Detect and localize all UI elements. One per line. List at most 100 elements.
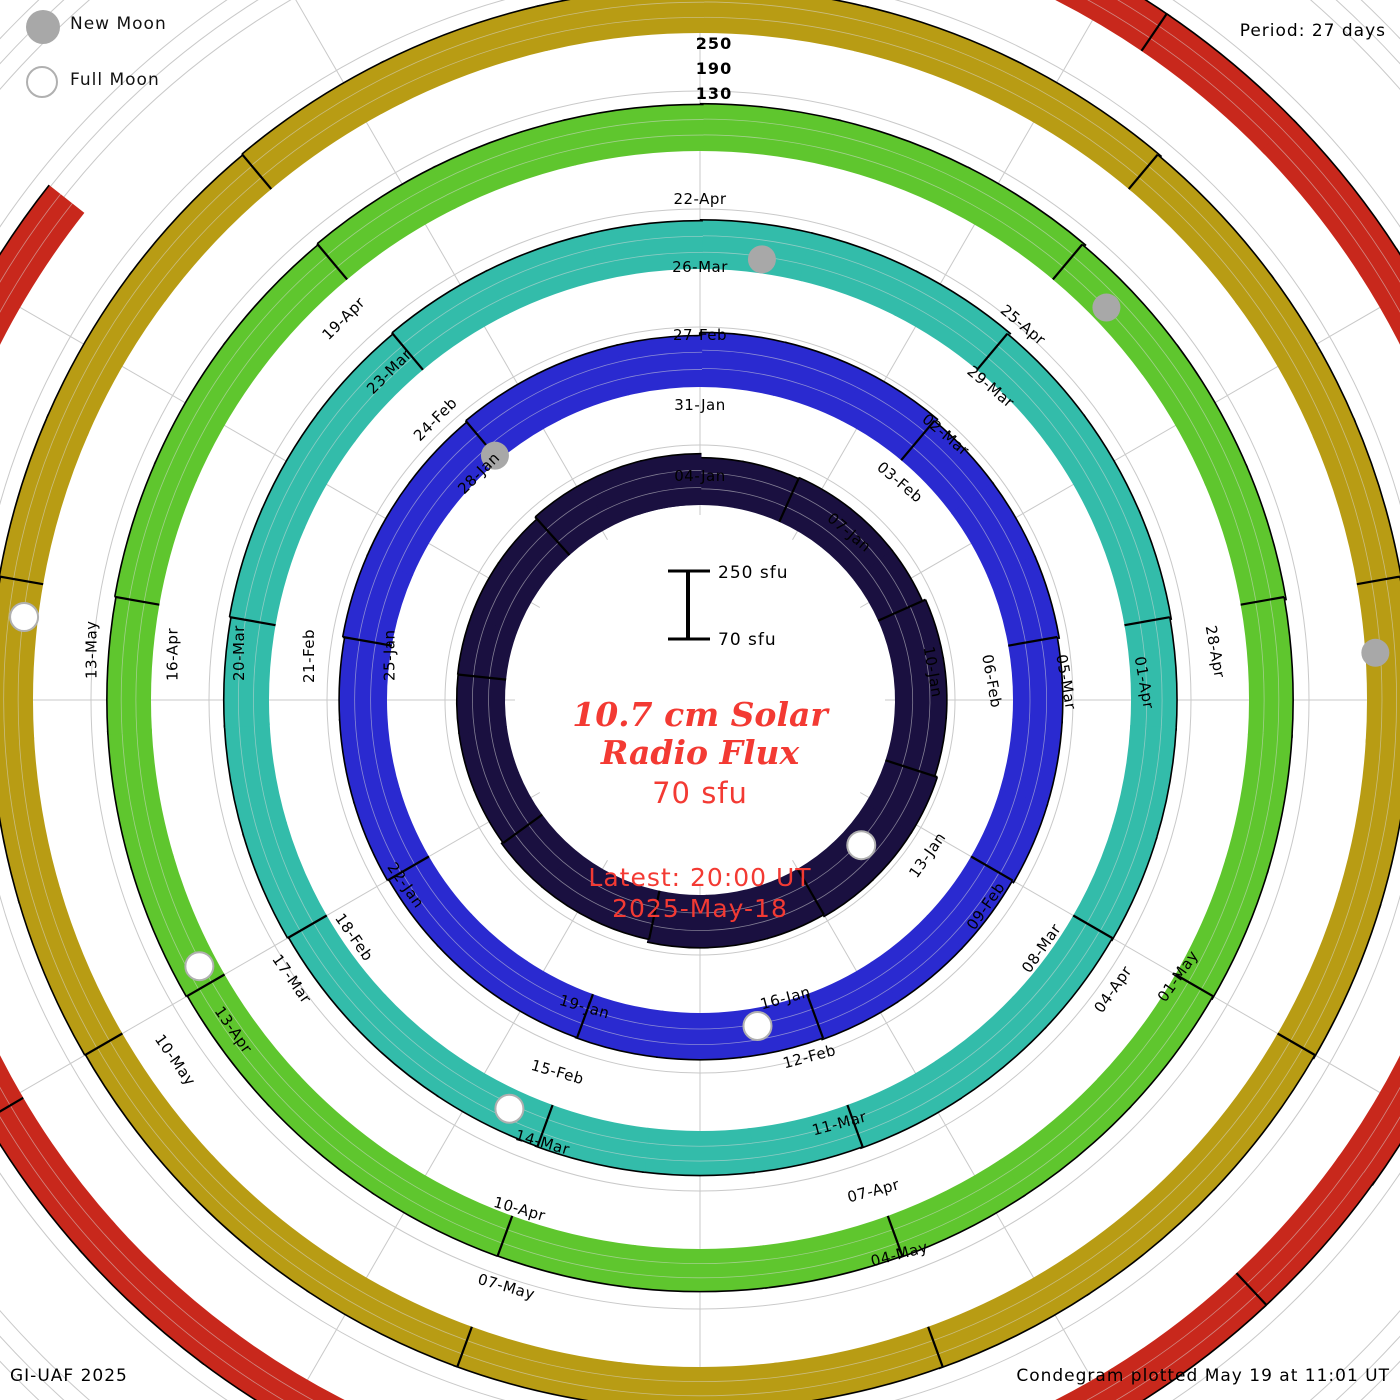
flux-segment	[457, 615, 518, 680]
flux-segment	[970, 789, 1048, 884]
ring-date-label: 20-Mar	[230, 625, 249, 681]
flux-segment	[18, 887, 123, 1056]
latest-time: Latest: 20:00 UT	[588, 863, 812, 892]
flux-segment	[853, 550, 924, 622]
flux-segment	[458, 725, 520, 792]
flux-segment	[901, 420, 994, 515]
flux-segment	[353, 787, 429, 881]
flux-segment	[1312, 418, 1400, 589]
flux-segment	[1337, 738, 1400, 909]
chart-title: 10.7 cm Solar Radio Flux	[0, 696, 1400, 772]
flux-segment	[1097, 974, 1214, 1110]
flux-segment	[1358, 248, 1400, 345]
flux-segment	[1141, 13, 1297, 155]
new-moon-icon	[26, 10, 60, 44]
flux-segment	[562, 104, 704, 166]
new-moon-marker	[480, 441, 509, 470]
flux-segment	[656, 1010, 742, 1060]
chart-title-line2: Radio Flux	[600, 732, 800, 772]
flux-segment	[870, 914, 963, 1003]
flux-segment	[387, 854, 473, 947]
chart-title-line1: 10.7 cm Solar	[572, 695, 828, 734]
flux-segment	[306, 1255, 472, 1367]
flux-segment	[1045, 414, 1141, 532]
flux-segment	[853, 6, 1024, 106]
flux-segment	[339, 635, 393, 721]
flux-segment	[584, 460, 654, 528]
flux-segment	[436, 1058, 553, 1147]
flux-segment	[1108, 1273, 1267, 1400]
flux-segment	[1336, 1055, 1400, 1186]
flux-segment	[1128, 154, 1274, 305]
flux-segment	[1261, 119, 1400, 277]
flux-segment	[129, 152, 275, 302]
flux-segment	[453, 1325, 623, 1400]
flux-segment	[946, 167, 1087, 282]
flux-segment	[613, 1362, 782, 1400]
flux-segment	[391, 270, 509, 370]
legend-full-moon-label: Full Moon	[70, 70, 160, 90]
flux-segment	[287, 913, 387, 1027]
flux-segment	[627, 1244, 769, 1292]
flux-segment	[1055, 1367, 1133, 1400]
flux-segment	[241, 61, 405, 190]
flux-segment	[224, 722, 288, 837]
flux-segment	[574, 993, 664, 1058]
flux-segment	[339, 716, 401, 804]
flux-segment	[46, 271, 168, 436]
flux-segment	[366, 481, 451, 577]
flux-segment	[83, 1029, 215, 1187]
flux-segment	[700, 332, 787, 396]
ring-date-label: 22-Apr	[673, 190, 727, 208]
flux-segment	[892, 657, 947, 719]
flux-segment	[114, 461, 198, 605]
flux-segment	[223, 242, 350, 373]
flux-segment	[734, 994, 824, 1058]
new-moon-marker	[1092, 293, 1121, 322]
flux-segment	[796, 840, 874, 917]
flux-segment	[926, 856, 1013, 950]
latest-date: 2025-May-18	[612, 894, 788, 924]
ring-date-label: 16-Apr	[163, 627, 182, 681]
flux-segment	[1224, 731, 1293, 874]
flux-segment	[987, 555, 1060, 648]
flux-segment	[79, 1220, 231, 1365]
flux-segment	[1011, 915, 1113, 1029]
flux-segment	[615, 335, 703, 396]
flux-segment	[705, 887, 769, 948]
flux-segment	[185, 971, 301, 1107]
flux-segment	[733, 461, 800, 523]
flux-segment	[998, 1076, 1131, 1197]
full-moon-marker	[494, 1093, 525, 1124]
ring-date-label: 31-Jan	[674, 396, 726, 414]
flux-segment	[352, 993, 464, 1097]
flux-segment	[0, 734, 62, 904]
flux-segment	[484, 232, 604, 315]
flux-segment	[844, 1060, 962, 1149]
flux-segment	[951, 482, 1036, 578]
flux-segment	[1008, 637, 1063, 724]
flux-segment	[1140, 344, 1248, 486]
latest-observation: Latest: 20:00 UT 2025-May-18	[0, 862, 1400, 925]
flux-segment	[752, 868, 824, 939]
flux-segment	[1204, 464, 1287, 608]
flux-segment	[1112, 725, 1177, 840]
flux-segment	[977, 333, 1086, 445]
flux-segment	[456, 673, 507, 734]
radial-scale-tick-190: 190	[695, 59, 733, 78]
flux-segment	[826, 119, 971, 211]
flux-segment	[1095, 510, 1172, 628]
flux-segment	[646, 890, 709, 948]
flux-segment	[0, 1055, 24, 1112]
full-moon-marker	[184, 951, 215, 982]
flux-segment	[589, 220, 703, 281]
new-moon-marker	[747, 245, 776, 274]
flux-segment	[180, 1154, 334, 1293]
flux-segment	[999, 718, 1063, 807]
moon-markers	[9, 245, 1390, 1124]
flux-segment	[878, 599, 944, 668]
full-moon-marker	[9, 602, 40, 633]
flux-segment	[437, 913, 529, 1001]
